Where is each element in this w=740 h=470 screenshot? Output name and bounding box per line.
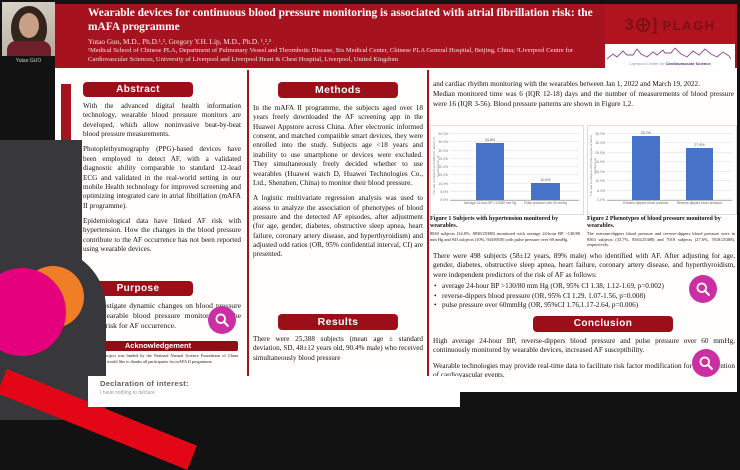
presenter-face (19, 13, 39, 38)
figure1-plot-area: 0.0% 5.0% 10.0% 15.0% 20.0% 25.0% 30.0% 35.0% 40… (438, 132, 579, 205)
poster-title: Wearable devices for continuous blood pr… (88, 7, 593, 33)
zoom-magnifier-icon[interactable] (208, 306, 236, 334)
figure2-bar-chart: The rate of subjects with phenotypes of … (587, 125, 737, 215)
abstract-paragraph-3: Epidemiological data have linked AF risk… (83, 216, 241, 254)
conclusion-heading: Conclusion (533, 316, 673, 332)
plagh-emblem-icon (635, 18, 650, 32)
zoom-magnifier-icon[interactable] (689, 275, 717, 303)
poster-affiliations: ¹Medical School of Chinese PLA, Departme… (88, 47, 574, 63)
presenter-webcam-photo (2, 2, 55, 56)
plagh-logo: 3 ] PLAGH (605, 6, 735, 44)
figure1-bar-chart: The rate of subjects with different patt… (430, 125, 584, 215)
results-heading: Results (278, 314, 398, 330)
conclusion-section: High average 24-hour BP, reverse-dippers… (433, 337, 735, 386)
predictor-bullet-3: pulse pressure over 60mmHg (OR, 95%CI 1.… (433, 301, 735, 311)
predictor-bullet-2: reverse-dippers blood pressure (OR, 95% … (433, 292, 735, 302)
conclusion-paragraph-2: Wearable technologies may provide real-t… (433, 361, 735, 380)
column-divider-1 (247, 70, 249, 388)
poster-header-band: Wearable devices for continuous blood pr… (55, 4, 737, 71)
abstract-paragraph-2: Photoplethysmography (PPG)-based devices… (83, 145, 241, 210)
left-red-bar (61, 84, 71, 150)
predictor-bullet-1: average 24-hour BP >130/80 mm Hg (OR, 95… (433, 282, 735, 292)
skyline-ecg-icon (607, 47, 731, 60)
methods-paragraph-1: In the mAFA II programme, the subjects a… (253, 104, 423, 187)
methods-section: Methods In the mAFA II programme, the su… (253, 82, 423, 266)
column-divider-2 (427, 70, 429, 388)
figure2-plot-area: 0.0% 5.0% 10.0% 15.0% 20.0% 25.0% 30.0% 35.0% 33… (595, 131, 732, 205)
results-paragraph-4: There were 498 subjects (58±12 years, 89… (433, 252, 735, 279)
results-paragraph-2: and cardiac rhythm monitoring with the w… (433, 80, 700, 88)
liverpool-centre-label: Liverpool Centre for Cardiovascular Scie… (629, 61, 711, 66)
plagh-logo-bracket: ] (651, 15, 658, 34)
abstract-section: Abstract With the advanced digital healt… (83, 82, 241, 260)
declaration-banner: Declaration of interest: I have nothing … (88, 376, 460, 407)
results-section: Results There were 25,388 subjects (mean… (253, 314, 423, 369)
results-paragraph-3: Median monitored time was 6 (IQR 12-18) … (433, 90, 734, 108)
plagh-logo-number: 3 (624, 15, 634, 34)
conclusion-paragraph-1: High average 24-hour BP, reverse-dippers… (433, 337, 735, 355)
results-paragraph-1: There were 25,388 subjects (mean age ± s… (253, 335, 424, 362)
purpose-text: To investigate dynamic changes on blood … (83, 301, 241, 330)
figure2-caption: Figure 2 Phenotypes of blood pressure mo… (587, 216, 735, 248)
purpose-section: Purpose To investigate dynamic changes o… (83, 281, 241, 337)
abstract-heading: Abstract (83, 82, 193, 97)
declaration-title: Declaration of interest: (100, 379, 189, 388)
methods-heading: Methods (278, 82, 398, 98)
declaration-text: I have nothing to declare (100, 390, 155, 396)
poster-authors: Yutao Guo, M.D., Ph.D.¹,², Gregory Y.H. … (88, 37, 272, 46)
results-continued: and cardiac rhythm monitoring with the w… (433, 80, 734, 110)
methods-paragraph-2: A logistic multivariate regression analy… (253, 194, 423, 259)
purpose-heading: Purpose (83, 281, 193, 296)
zoom-magnifier-icon[interactable] (692, 349, 720, 377)
acknowledgement-text: This research project was funded by the … (78, 353, 238, 364)
poster-slide: Wearable devices for continuous blood pr… (55, 4, 737, 392)
acknowledgement-heading: Acknowledgement (78, 341, 238, 351)
af-predictors-block: There were 498 subjects (58±12 years, 89… (433, 252, 735, 311)
figure1-caption: Figure 1 Subjects with hypertension moni… (430, 216, 580, 242)
screen-recording-canvas: { "presenter": { "name": "Yutao GUO" }, … (0, 0, 740, 420)
presenter-body (7, 41, 51, 56)
abstract-paragraph-1: With the advanced digital health informa… (83, 102, 241, 139)
presenter-name-label: Yutao GUO (15, 58, 42, 64)
liverpool-centre-logo: Liverpool Centre for Cardiovascular Scie… (605, 44, 735, 71)
plagh-logo-name: PLAGH (662, 17, 716, 33)
